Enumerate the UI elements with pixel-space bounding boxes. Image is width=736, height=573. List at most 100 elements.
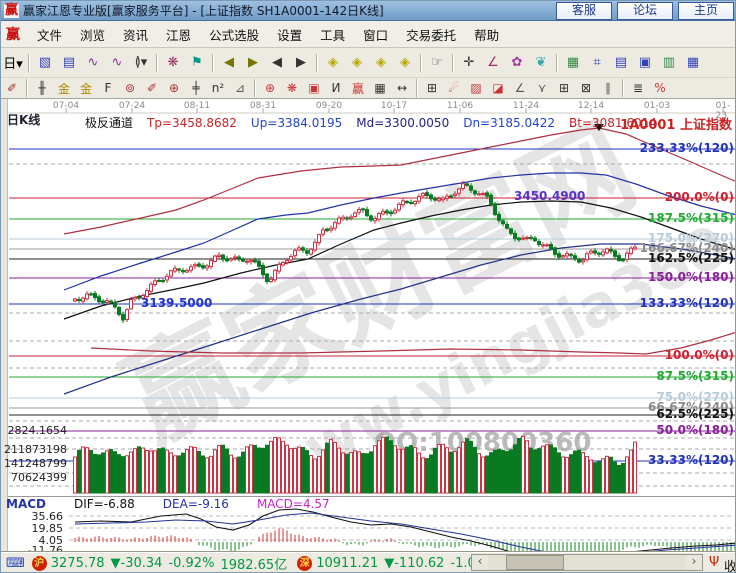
- menu-item-江恩[interactable]: 江恩: [166, 27, 192, 43]
- menu-item-公式选股[interactable]: 公式选股: [209, 27, 260, 43]
- menu-items: 文件 浏览 资讯 江恩 公式选股 设置 工具 窗口 交易委托 帮助: [28, 22, 508, 47]
- stats-panel-icon[interactable]: ≣: [632, 81, 644, 95]
- n-square-icon[interactable]: n²: [211, 81, 225, 95]
- keyboard-icon[interactable]: ⌨: [6, 556, 25, 571]
- save-icon[interactable]: ▣: [638, 55, 652, 70]
- calculator-icon[interactable]: ⌗: [593, 55, 601, 70]
- box-tool-icon[interactable]: ⊞: [426, 81, 438, 95]
- ma3-curve-icon[interactable]: ∿: [87, 55, 99, 70]
- title-button-2[interactable]: 主页: [678, 1, 734, 20]
- scroll-right-icon[interactable]: ›: [686, 555, 702, 570]
- prev-screen-icon[interactable]: ◀: [272, 55, 282, 70]
- kline-period-icon[interactable]: 日▾: [3, 57, 23, 72]
- hand-tool-icon[interactable]: ☞: [431, 55, 443, 70]
- toolbar-separator: [28, 53, 30, 72]
- sh-percent: -0.92%: [168, 556, 215, 571]
- shanghai-badge-icon[interactable]: 沪: [31, 556, 47, 571]
- sz-price: 10911.21: [316, 556, 379, 571]
- angle-tool-icon[interactable]: ∠: [487, 55, 499, 70]
- receive-label: 收: [724, 560, 736, 573]
- scrollbar-thumb[interactable]: [506, 555, 564, 570]
- menu-item-工具[interactable]: 工具: [320, 27, 346, 43]
- shade-box-icon[interactable]: ▨: [470, 81, 482, 95]
- menu-item-浏览[interactable]: 浏览: [80, 27, 106, 43]
- wave-mark-icon[interactable]: Ͷ: [331, 81, 341, 95]
- toolbar-row-2: ✐ ╫ 金金 F ⊚ ✐ ⊕ ╪ n² ⊿ ⊕ ❋ ▣ Ͷ 赢 ▦ ↔ ⊞ ☄ ▨ ◪ ∠ ⋎ ⊞ ⊠ ∥ ≣%: [1, 78, 735, 99]
- pencil-ruler-icon[interactable]: ✐: [146, 81, 158, 95]
- toolbar-separator: [212, 53, 214, 72]
- parallel-lines-icon[interactable]: ∥: [605, 81, 611, 95]
- fan-shade-icon[interactable]: ◪: [492, 81, 504, 95]
- time-cycle-icon[interactable]: ⊕: [168, 81, 180, 95]
- app-logo-icon: 赢: [4, 2, 20, 18]
- diamond-left-icon[interactable]: ◈: [328, 55, 338, 70]
- toolbar-separator: [556, 53, 558, 72]
- menu-item-帮助[interactable]: 帮助: [474, 27, 500, 43]
- notes-icon[interactable]: ▤: [614, 55, 628, 70]
- mirror-tool-icon[interactable]: ⊿: [234, 81, 246, 95]
- gann-ruler-icon[interactable]: ╫: [38, 81, 46, 95]
- percent-line-icon[interactable]: %: [654, 81, 666, 95]
- region-map-icon[interactable]: ▧: [38, 55, 52, 70]
- grid-tool-icon[interactable]: ⊞: [558, 81, 570, 95]
- wave-brain-icon[interactable]: ❦: [535, 55, 547, 70]
- tick-ruler-icon[interactable]: ╪: [192, 81, 200, 95]
- draw-brush-icon[interactable]: ✐: [6, 81, 18, 95]
- candle-style-icon[interactable]: ≬▾: [134, 55, 148, 70]
- gann-flower-icon[interactable]: ✿: [511, 55, 523, 70]
- ma9-curve-icon[interactable]: ∿: [111, 55, 123, 70]
- last-page-icon[interactable]: ▶: [248, 55, 258, 70]
- menu-item-设置[interactable]: 设置: [277, 27, 303, 43]
- width-measure-icon[interactable]: ↔: [396, 81, 408, 95]
- trend-angle-icon[interactable]: ∠: [514, 81, 526, 95]
- toolbar-separator: [452, 53, 454, 72]
- first-page-icon[interactable]: ◀: [224, 55, 234, 70]
- next-screen-icon[interactable]: ▶: [296, 55, 306, 70]
- toolbar-separator: [416, 79, 418, 97]
- toolbar-separator: [622, 79, 624, 97]
- menu-item-文件[interactable]: 文件: [37, 27, 63, 43]
- menu-item-窗口[interactable]: 窗口: [363, 27, 389, 43]
- golden-section-icon[interactable]: 金: [57, 81, 70, 96]
- sh-change: ▼-30.34: [110, 556, 163, 571]
- toolbar-separator: [156, 53, 158, 72]
- grid-arrow-icon[interactable]: ⊠: [580, 81, 592, 95]
- ruler123-icon[interactable]: ▦: [374, 81, 386, 95]
- title-button-1[interactable]: 论坛: [617, 1, 673, 20]
- diamond-down-icon[interactable]: ◈: [400, 55, 410, 70]
- menu-bar: 赢 文件 浏览 资讯 江恩 公式选股 设置 工具 窗口 交易委托 帮助: [1, 21, 735, 48]
- spiral-icon[interactable]: ⊚: [124, 81, 136, 95]
- crosshair-icon[interactable]: ✛: [463, 55, 475, 70]
- color-flag-icon[interactable]: ⚑: [191, 55, 203, 70]
- diamond-up-icon[interactable]: ◈: [376, 55, 386, 70]
- brand-tool-icon[interactable]: 赢: [351, 81, 364, 96]
- golden-ratio-icon[interactable]: 金: [79, 81, 92, 96]
- left-edge-strip: [1, 99, 8, 552]
- title-button-0[interactable]: 客服: [556, 1, 612, 20]
- title-bar-buttons: 客服 论坛 主页: [551, 1, 734, 20]
- square-spiral-icon[interactable]: ▣: [308, 81, 320, 95]
- check-wave-icon[interactable]: ⋎: [537, 81, 547, 95]
- menu-item-交易委托[interactable]: 交易委托: [406, 27, 457, 43]
- shenzhen-badge-icon[interactable]: 深: [297, 556, 313, 571]
- data-feed-icon: Ψ: [709, 555, 720, 570]
- ray-fan-icon[interactable]: ☄: [448, 81, 460, 95]
- horizontal-scrollbar[interactable]: ‹ ›: [471, 554, 703, 571]
- info-board-icon[interactable]: ▤: [62, 55, 76, 70]
- export-icon[interactable]: ▥: [662, 55, 676, 70]
- fibonacci-icon[interactable]: F: [104, 81, 112, 95]
- toolbar-row-1: 日▾ ▧ ▤ ∿ ∿ ≬▾ ❋ ⚑ ◀ ▶ ◀ ▶ ◈ ◈ ◈ ◈ ☞ ✛ ∠ ✿ ❦ ▦ ⌗ ▤ ▣ ▥ ▦: [1, 48, 735, 78]
- diamond-right-icon[interactable]: ◈: [352, 55, 362, 70]
- sz-change: ▼-110.62: [384, 556, 445, 571]
- sh-amount: 1982.65亿: [220, 558, 288, 573]
- circle-target-icon[interactable]: ⊕: [264, 81, 276, 95]
- calendar-icon[interactable]: ▦: [566, 55, 580, 70]
- scroll-left-icon[interactable]: ‹: [472, 555, 488, 570]
- print-icon[interactable]: ▦: [686, 55, 700, 70]
- gann-wheel-icon[interactable]: ❋: [167, 55, 179, 70]
- menu-item-资讯[interactable]: 资讯: [123, 27, 149, 43]
- star-burst-icon[interactable]: ❋: [286, 81, 298, 95]
- title-bar: 赢 赢家江恩专业版[赢家服务平台] - [上证指数 SH1A0001-142日K…: [1, 1, 735, 21]
